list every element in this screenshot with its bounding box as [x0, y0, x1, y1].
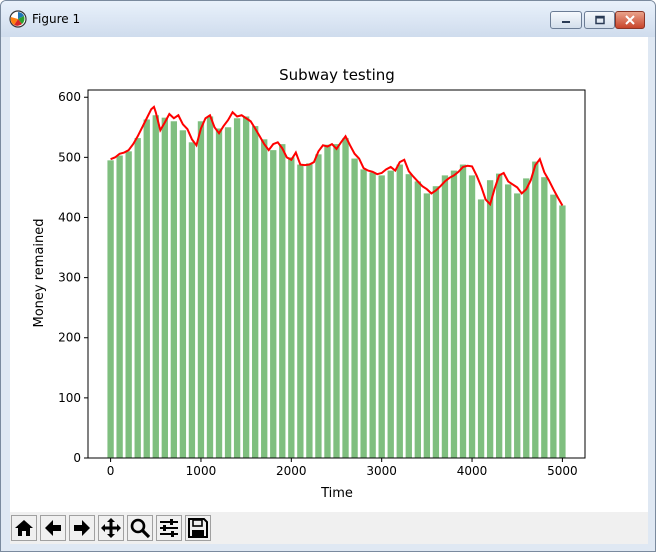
bar	[107, 160, 114, 458]
bar	[333, 144, 340, 458]
y-ticks: 0 100 200 300 400 500 600	[58, 90, 88, 465]
chart-title: Subway testing	[279, 66, 395, 84]
x-tick-label: 0	[107, 464, 115, 478]
bar	[252, 126, 259, 458]
y-tick-label: 400	[58, 210, 81, 224]
bar	[152, 115, 159, 458]
y-tick-label: 100	[58, 391, 81, 405]
bar	[550, 194, 557, 458]
figure-canvas[interactable]: Subway testing 0 1000 2000 3000 4000 5000 0 10…	[10, 37, 648, 512]
maximize-icon	[594, 15, 605, 25]
navigation-toolbar	[10, 512, 648, 544]
forward-button[interactable]	[69, 515, 95, 541]
close-icon	[625, 15, 635, 25]
close-button[interactable]	[615, 11, 645, 29]
bar	[505, 184, 512, 458]
bar	[342, 138, 349, 458]
bar	[477, 199, 485, 458]
bar	[378, 175, 385, 458]
title-bar[interactable]: Figure 1	[1, 1, 655, 37]
pan-button[interactable]	[98, 515, 124, 541]
bar	[532, 161, 539, 458]
bar	[288, 157, 295, 458]
bar	[188, 142, 196, 458]
x-tick-label: 4000	[457, 464, 488, 478]
bar	[224, 127, 232, 458]
x-tick-label: 5000	[547, 464, 578, 478]
x-tick-label: 3000	[366, 464, 397, 478]
bar	[324, 144, 331, 458]
zoom-icon	[130, 518, 151, 539]
home-button[interactable]	[11, 515, 37, 541]
bar	[459, 164, 467, 458]
back-button[interactable]	[40, 515, 66, 541]
bar	[486, 180, 494, 458]
bar	[233, 118, 241, 458]
configure-subplots-button[interactable]	[156, 515, 182, 541]
bar	[405, 174, 412, 458]
y-axis-label: Money remained	[32, 218, 47, 327]
chart: Subway testing 0 1000 2000 3000 4000 5000 0 10…	[32, 66, 586, 501]
bar	[215, 128, 223, 458]
save-button[interactable]	[185, 515, 211, 541]
x-ticks: 0 1000 2000 3000 4000 5000	[107, 458, 578, 478]
y-tick-label: 500	[58, 150, 81, 164]
bar	[495, 173, 503, 458]
maximize-button[interactable]	[584, 11, 615, 29]
y-tick-label: 0	[73, 451, 81, 465]
bar	[306, 163, 313, 459]
bar	[396, 164, 403, 458]
zoom-button[interactable]	[127, 515, 153, 541]
bar	[351, 158, 358, 459]
y-tick-label: 200	[58, 331, 81, 345]
bar	[206, 116, 214, 459]
bar	[423, 193, 431, 459]
bar	[143, 119, 150, 459]
bar	[242, 116, 250, 459]
bars-layer	[107, 115, 566, 459]
x-axis-label: Time	[320, 486, 353, 501]
matplotlib-icon	[9, 10, 27, 28]
x-tick-label: 1000	[186, 464, 217, 478]
bar	[297, 164, 304, 458]
bar	[125, 151, 132, 458]
bar	[369, 172, 376, 458]
bar	[270, 150, 277, 458]
minimize-button[interactable]	[550, 11, 582, 29]
bar	[514, 193, 521, 459]
bar	[414, 181, 421, 458]
bar	[441, 175, 449, 458]
back-icon	[45, 520, 61, 536]
bar	[197, 121, 205, 459]
bar	[170, 121, 178, 459]
pan-icon	[101, 518, 121, 538]
bar	[360, 169, 367, 458]
bar	[161, 117, 168, 458]
y-tick-label: 600	[58, 90, 81, 104]
bar	[468, 175, 476, 458]
x-tick-label: 2000	[276, 464, 307, 478]
bar	[432, 186, 440, 458]
forward-icon	[74, 520, 90, 536]
bar	[387, 170, 394, 458]
bar	[279, 144, 286, 458]
bar	[523, 178, 530, 458]
bar	[116, 155, 123, 458]
money-line	[110, 105, 564, 207]
bar	[261, 139, 268, 458]
bar	[559, 205, 566, 458]
bar	[134, 138, 141, 458]
bar	[450, 170, 458, 458]
bar	[541, 177, 548, 458]
home-icon	[15, 520, 33, 536]
axes-frame	[87, 89, 586, 459]
window-title: Figure 1	[32, 12, 81, 26]
bar	[179, 130, 187, 458]
bar	[315, 154, 322, 458]
configure-subplots-icon	[160, 519, 178, 537]
save-icon	[188, 518, 208, 538]
minimize-icon	[562, 21, 570, 23]
y-tick-label: 300	[58, 271, 81, 285]
